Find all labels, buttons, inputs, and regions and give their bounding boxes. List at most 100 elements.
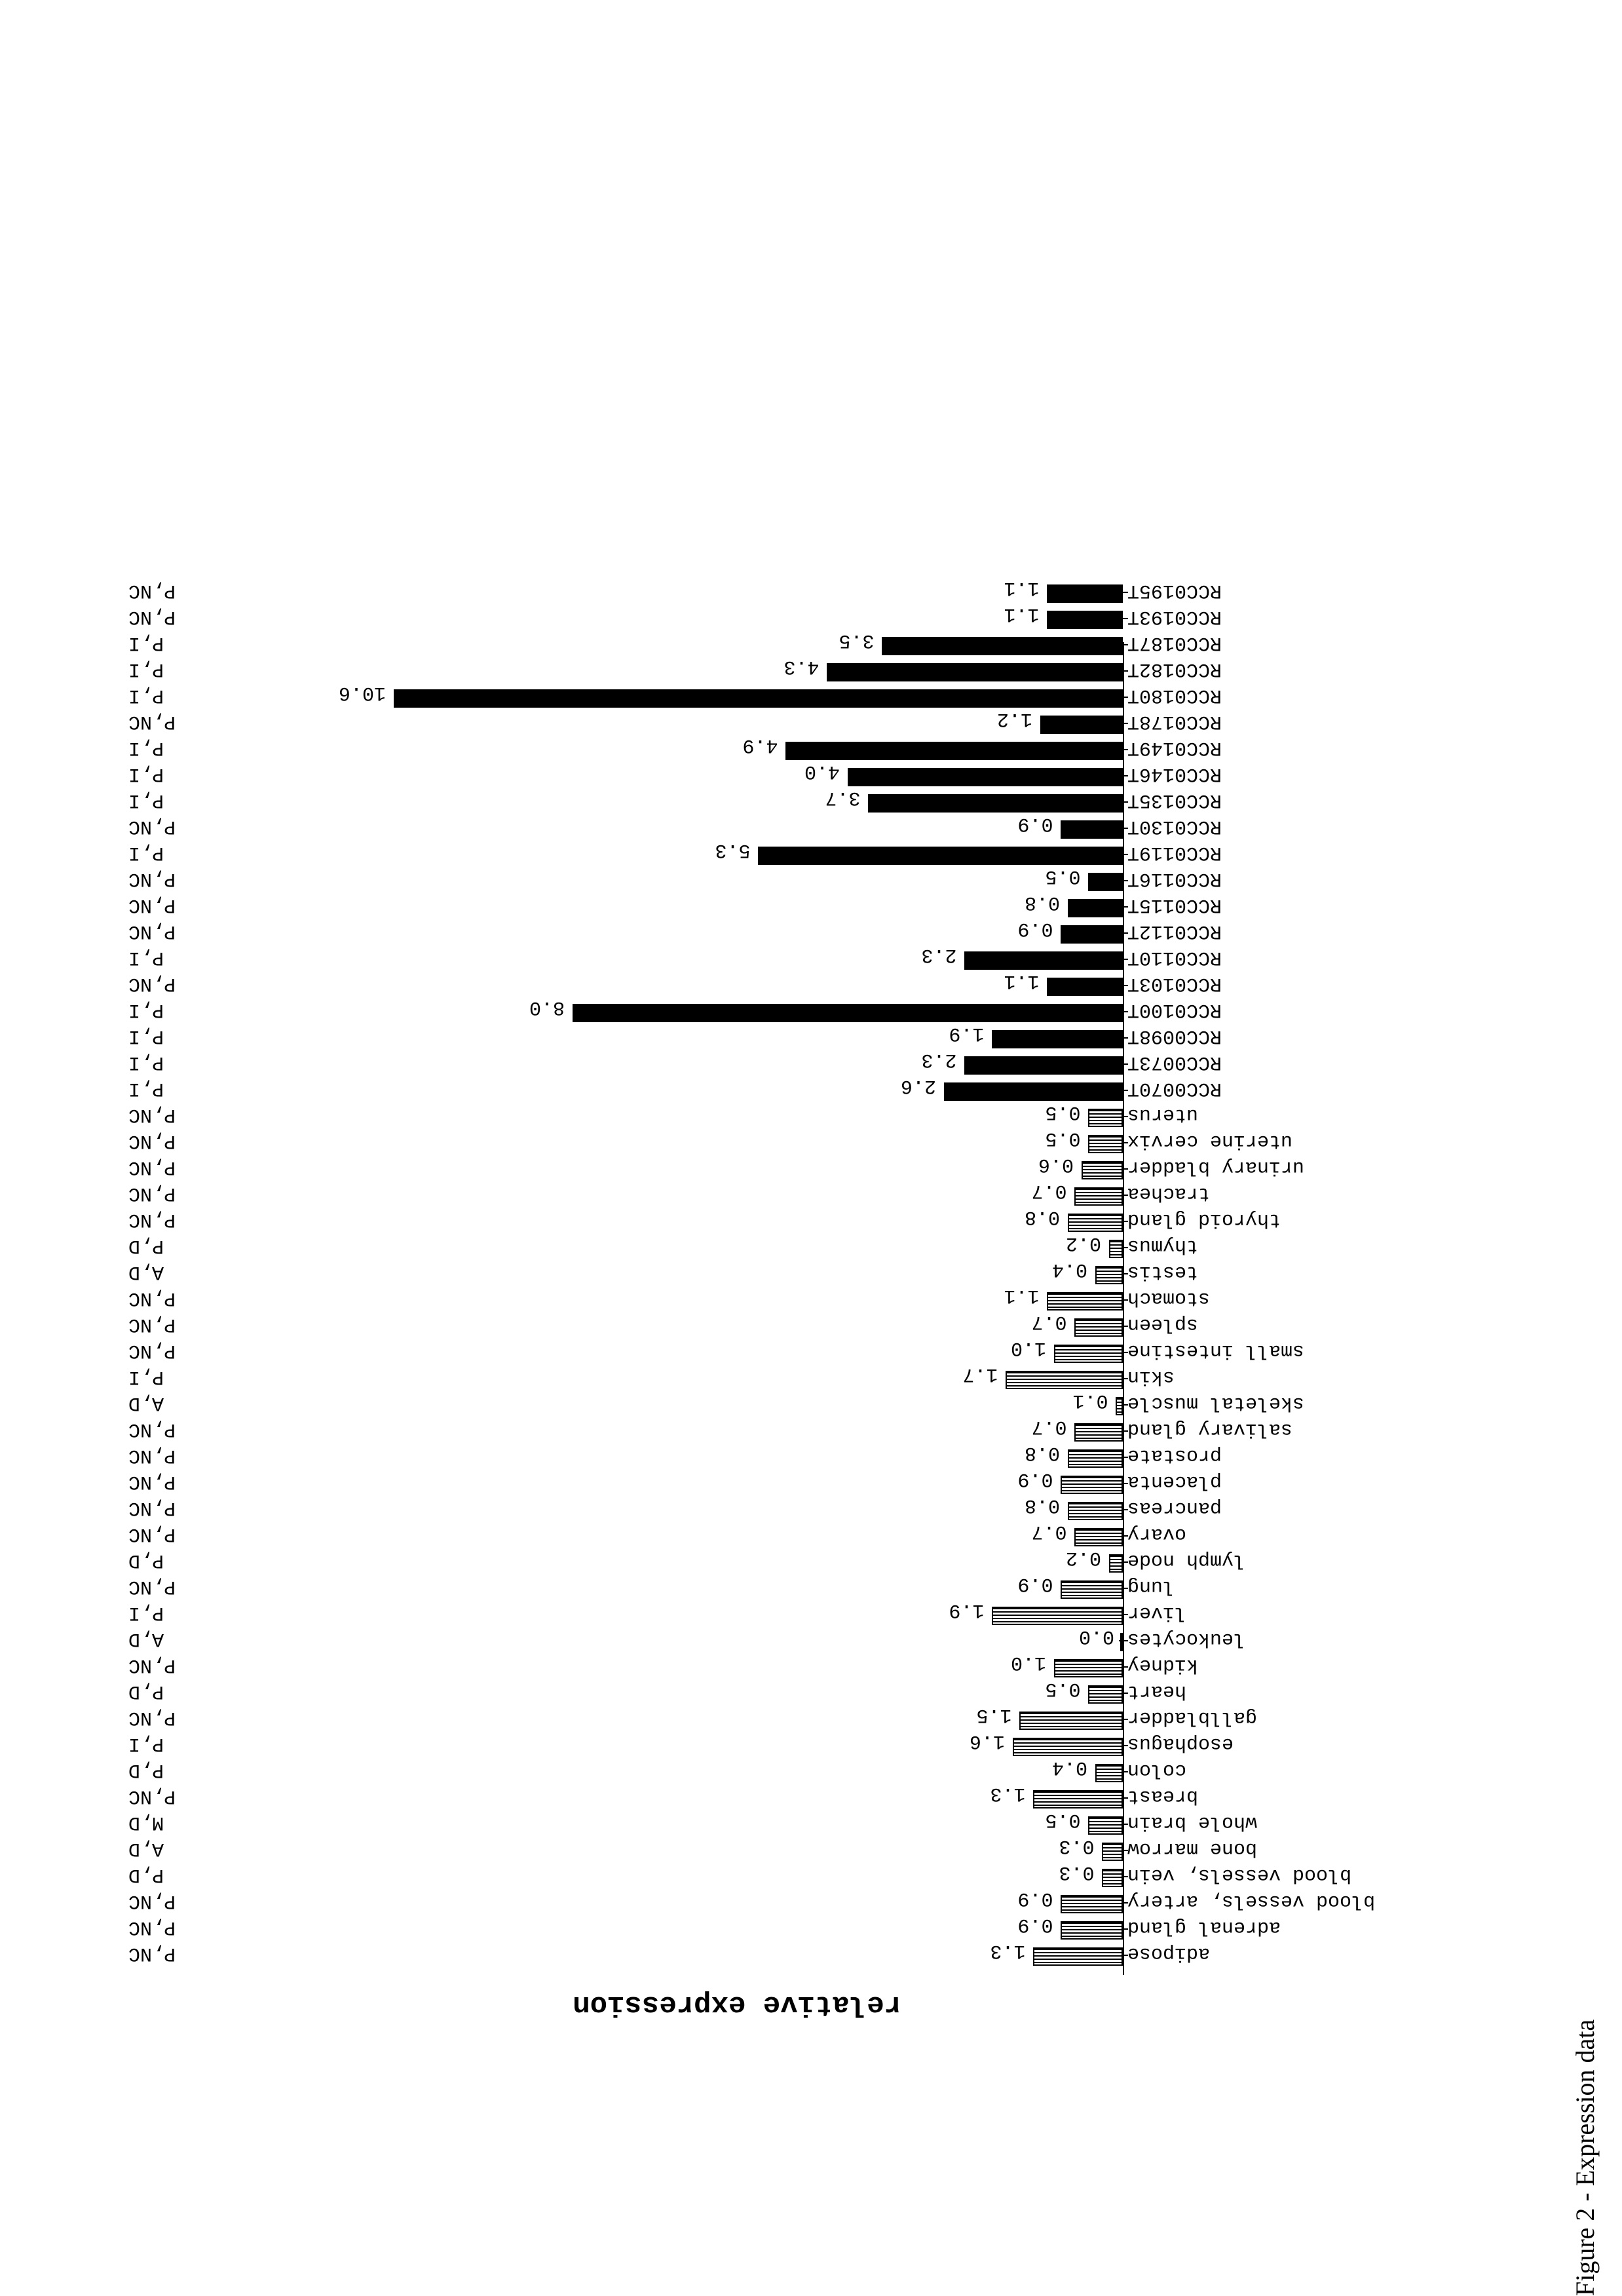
category-label: colon: [1127, 1759, 1186, 1781]
annotation-label: P,I: [128, 789, 164, 811]
bar-slot: 0.3: [1103, 1843, 1123, 1861]
bar-row: skin1.7P,I: [148, 1367, 1393, 1392]
category-label: leukocytes: [1127, 1628, 1245, 1650]
value-label: 0.5: [1045, 1127, 1080, 1149]
category-label: skin: [1127, 1366, 1175, 1388]
value-label: 1.9: [949, 1022, 984, 1044]
bar: [573, 1004, 1123, 1022]
value-label: 0.3: [1059, 1835, 1094, 1857]
bar-row: bone marrow0.3A,D: [148, 1839, 1393, 1864]
bar-row: trachea0.7P,NC: [148, 1183, 1393, 1208]
bar: [1075, 1423, 1123, 1442]
bar: [1061, 820, 1123, 839]
category-label: prostate: [1127, 1444, 1222, 1466]
category-label: urinary bladder: [1127, 1156, 1304, 1178]
bar: [1089, 1135, 1123, 1153]
value-label: 0.9: [1017, 1468, 1053, 1490]
value-label: 1.1: [1004, 970, 1039, 992]
category-label: adipose: [1127, 1942, 1210, 1964]
bar-row: lung0.9P,NC: [148, 1577, 1393, 1601]
value-label: 0.9: [1017, 1573, 1053, 1595]
value-label: 0.5: [1045, 1677, 1080, 1700]
bar-slot: 0.9: [1061, 1921, 1123, 1940]
bar-slot: 0.4: [1095, 1266, 1123, 1284]
annotation-label: P,NC: [128, 894, 176, 916]
bar: [1075, 1528, 1123, 1546]
category-label: RCC0187T: [1127, 632, 1222, 654]
bar: [882, 637, 1123, 655]
annotation-label: P,NC: [128, 1785, 176, 1807]
category-label: RCC0146T: [1127, 763, 1222, 785]
annotation-label: P,NC: [128, 1497, 176, 1519]
category-label: spleen: [1127, 1313, 1198, 1335]
bar-slot: 0.5: [1089, 873, 1123, 891]
value-label: 3.5: [839, 629, 874, 651]
category-label: RCC0180T: [1127, 684, 1222, 706]
figure-title: Figure 2 - Expression data: [1570, 2019, 1600, 2296]
annotation-label: P,NC: [128, 1418, 176, 1440]
annotation-label: M,D: [128, 1811, 164, 1833]
annotation-label: P,I: [128, 632, 164, 654]
category-label: esophagus: [1127, 1732, 1234, 1755]
annotation-label: P,I: [128, 1025, 164, 1047]
value-label: 1.3: [990, 1782, 1025, 1805]
annotation-label: P,NC: [128, 1890, 176, 1912]
bars-container: adipose1.3P,NCadrenal gland0.9P,NCblood …: [148, 581, 1393, 1968]
bar-row: ovary0.7P,NC: [148, 1524, 1393, 1549]
bar: [1047, 611, 1123, 629]
annotation-label: P,NC: [128, 1575, 176, 1598]
bar: [1068, 1502, 1123, 1520]
bar: [1103, 1869, 1123, 1887]
value-label: 0.7: [1031, 1520, 1066, 1542]
bar: [1116, 1397, 1123, 1415]
category-label: RCC0103T: [1127, 972, 1222, 995]
bar-row: whole brain0.5M,D: [148, 1812, 1393, 1837]
bar-slot: 1.1: [1047, 584, 1123, 603]
bar-slot: 0.8: [1068, 1449, 1123, 1468]
annotation-label: P,NC: [128, 1130, 176, 1152]
category-label: adrenal gland: [1127, 1916, 1281, 1938]
annotation-label: P,I: [128, 999, 164, 1021]
bar-row: blood vessels, artery0.9P,NC: [148, 1891, 1393, 1916]
bar: [1040, 716, 1123, 734]
bar-row: RCC0103T1.1P,NC: [148, 974, 1393, 999]
bar-row: RCC0119T5.3P,I: [148, 843, 1393, 868]
value-label: 1.1: [1004, 577, 1039, 599]
bar-slot: 2.6: [944, 1082, 1123, 1101]
category-label: thymus: [1127, 1234, 1198, 1257]
annotation-label: P,I: [128, 1366, 164, 1388]
bar-slot: 1.1: [1047, 1292, 1123, 1311]
value-label: 3.7: [825, 786, 860, 809]
annotation-label: P,NC: [128, 1942, 176, 1964]
bar-row: blood vessels, vein0.3P,D: [148, 1865, 1393, 1890]
bar: [965, 951, 1123, 970]
value-label: 0.2: [1066, 1232, 1101, 1254]
bar-row: urinary bladder0.6P,NC: [148, 1157, 1393, 1182]
bar: [992, 1607, 1123, 1625]
bar-row: uterus0.5P,NC: [148, 1105, 1393, 1130]
bar-row: RCC0100T8.0P,I: [148, 1000, 1393, 1025]
bar-slot: 0.0: [1120, 1633, 1123, 1651]
value-label: 0.2: [1066, 1546, 1101, 1569]
bar-row: RCC0115T0.8P,NC: [148, 895, 1393, 920]
category-label: pancreas: [1127, 1497, 1222, 1519]
bar-slot: 0.9: [1061, 1895, 1123, 1913]
bar: [786, 742, 1123, 760]
value-label: 4.0: [804, 760, 840, 782]
annotation-label: P,NC: [128, 1654, 176, 1676]
bar-row: RCC0187T3.5P,I: [148, 633, 1393, 658]
bar: [992, 1030, 1123, 1048]
bar-slot: 4.3: [827, 663, 1123, 681]
value-label: 0.8: [1025, 891, 1060, 913]
bar-slot: 2.3: [965, 1056, 1123, 1075]
annotation-label: A,D: [128, 1261, 164, 1283]
category-label: RCC0182T: [1127, 658, 1222, 680]
bar-row: RCC0110T2.3P,I: [148, 947, 1393, 972]
value-label: 1.9: [949, 1599, 984, 1621]
value-label: 0.9: [1017, 1913, 1053, 1936]
bar-slot: 0.9: [1061, 1476, 1123, 1494]
bar: [848, 768, 1123, 786]
bar-slot: 0.9: [1061, 1580, 1123, 1599]
annotation-label: P,I: [128, 658, 164, 680]
bar-slot: 4.9: [786, 742, 1123, 760]
